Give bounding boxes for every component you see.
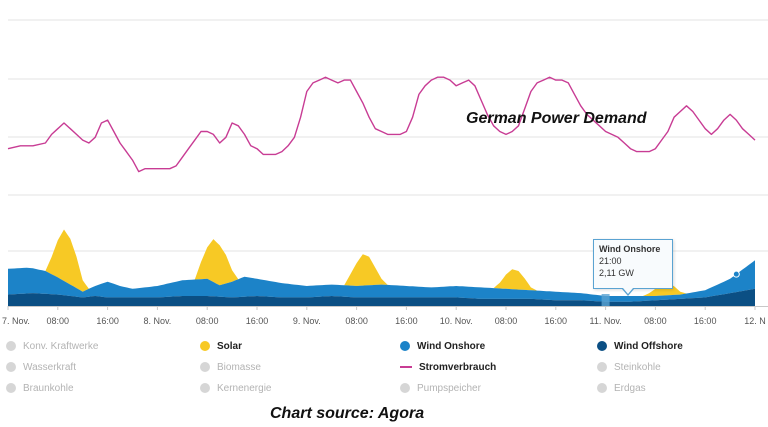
chart-x-axis: 7. Nov. 08:00 16:00 8. Nov. 08:00 16:00 9. Nov… (2, 306, 768, 326)
legend-label: Erdgas (614, 382, 646, 394)
legend-label: Wind Onshore (417, 340, 486, 352)
chart-tooltip: Wind Onshore 21:00 2,11 GW (593, 239, 673, 289)
power-chart: 7. Nov. 08:00 16:00 8. Nov. 08:00 16:00 9. Nov… (2, 19, 768, 326)
tooltip-series: Wind Onshore (599, 244, 661, 254)
hover-point (732, 270, 740, 278)
legend-dot-marker (200, 341, 210, 351)
legend-dot-marker (400, 341, 410, 351)
legend-dot-marker (6, 362, 16, 372)
x-tick-label: 08:00 (196, 316, 219, 326)
x-tick-label: 16:00 (545, 316, 568, 326)
legend-dot-marker (597, 383, 607, 393)
x-tick-label: 08:00 (495, 316, 518, 326)
chart-legend: Konv. Kraftwerke Solar Wind Onshore Wind Of… (0, 337, 768, 407)
chart-line-series (7, 76, 756, 173)
x-tick-label: 9. Nov. (293, 316, 321, 326)
legend-item[interactable]: Solar (200, 337, 242, 355)
legend-item[interactable]: Kernenergie (200, 379, 271, 397)
series-area-wind-onshore (8, 260, 755, 302)
legend-label: Braunkohle (23, 382, 74, 394)
legend-line-marker (400, 366, 412, 368)
legend-dot-marker (597, 341, 607, 351)
legend-item[interactable]: Braunkohle (6, 379, 74, 397)
tooltip-arrow-inner (623, 288, 633, 294)
x-tick-label: 11. Nov. (590, 316, 622, 326)
legend-label: Stromverbrauch (419, 361, 497, 373)
x-tick-label: 8. Nov. (143, 316, 171, 326)
series-area-wind-offshore (8, 288, 755, 306)
chart-gridlines (8, 19, 768, 252)
legend-item[interactable]: Konv. Kraftwerke (6, 337, 98, 355)
legend-label: Solar (217, 340, 243, 352)
legend-dot-marker (6, 341, 16, 351)
legend-label: Wasserkraft (23, 361, 76, 373)
legend-dot-marker (400, 383, 410, 393)
legend-label: Biomasse (217, 361, 261, 373)
legend-item[interactable]: Stromverbrauch (400, 358, 496, 376)
x-tick-label: 16:00 (395, 316, 418, 326)
x-tick-label: 08:00 (644, 316, 667, 326)
x-tick-label: 08:00 (345, 316, 368, 326)
hover-handle (601, 294, 610, 306)
x-tick-label: 16:00 (96, 316, 119, 326)
source-annotation: Chart source: Agora (270, 405, 425, 422)
legend-item[interactable]: Erdgas (597, 379, 646, 397)
chart-hover-markers (601, 270, 740, 306)
legend-label: Steinkohle (614, 361, 661, 373)
chart-area-series (8, 229, 755, 306)
x-tick-label: 10. Nov. (440, 316, 473, 326)
legend-label: Konv. Kraftwerke (23, 340, 99, 352)
series-area-solar (8, 229, 755, 296)
series-line-stromverbrauch (7, 76, 756, 173)
legend-dot-marker (6, 383, 16, 393)
x-tick-label: 12. N (744, 316, 766, 326)
demand-annotation: German Power Demand (466, 110, 647, 127)
legend-item[interactable]: Biomasse (200, 358, 261, 376)
tooltip-time: 21:00 (599, 256, 622, 266)
x-tick-label: 08:00 (47, 316, 70, 326)
legend-item[interactable]: Wasserkraft (6, 358, 76, 376)
tooltip-value: 2,11 GW (599, 268, 634, 278)
x-tick-label: 16:00 (246, 316, 269, 326)
legend-dot-marker (200, 362, 210, 372)
x-tick-label: 16:00 (694, 316, 717, 326)
legend-item[interactable]: Wind Onshore (400, 337, 485, 355)
legend-label: Pumpspeicher (417, 382, 481, 394)
legend-dot-marker (200, 383, 210, 393)
legend-dot-marker (597, 362, 607, 372)
legend-item[interactable]: Pumpspeicher (400, 379, 481, 397)
legend-label: Wind Offshore (614, 340, 683, 352)
x-tick-label: 7. Nov. (2, 316, 30, 326)
legend-item[interactable]: Wind Offshore (597, 337, 683, 355)
legend-item[interactable]: Steinkohle (597, 358, 661, 376)
legend-label: Kernenergie (217, 382, 272, 394)
